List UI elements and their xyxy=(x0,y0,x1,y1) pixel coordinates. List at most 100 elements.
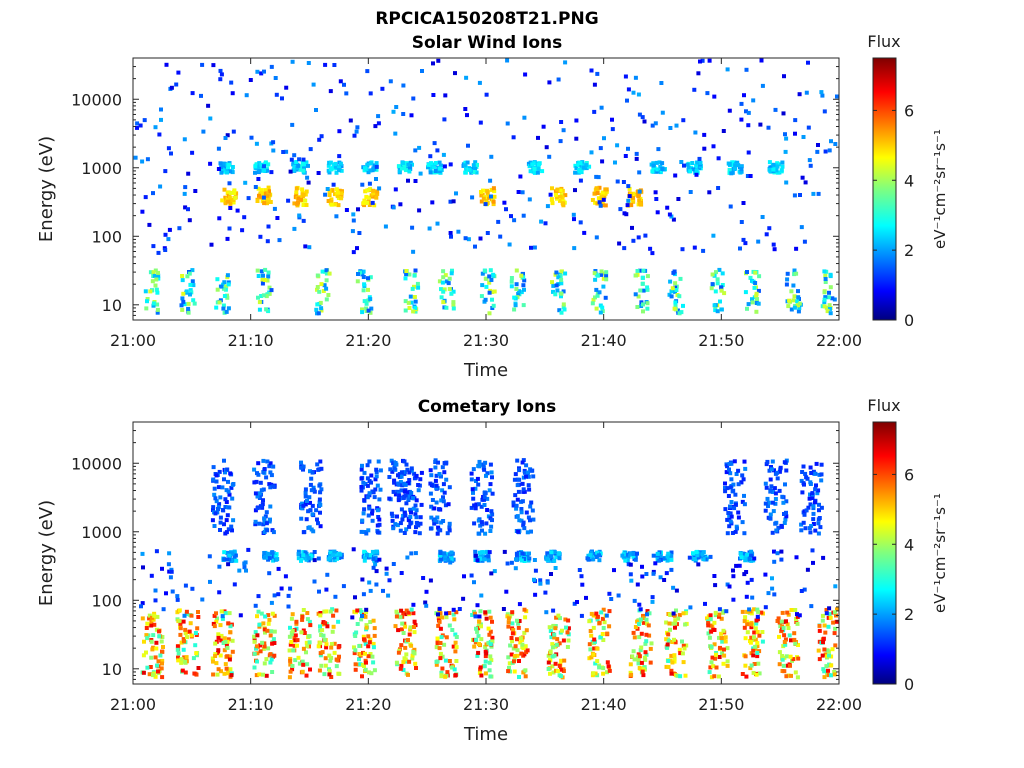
flux-cell xyxy=(400,517,405,522)
flux-cell xyxy=(490,491,495,496)
flux-cell xyxy=(305,499,309,503)
flux-cell xyxy=(363,555,368,560)
flux-cell xyxy=(353,667,358,672)
flux-cell xyxy=(426,165,430,170)
flux-cell xyxy=(627,186,632,191)
flux-cell xyxy=(604,273,609,278)
flux-cell xyxy=(438,611,443,616)
flux-cell xyxy=(831,620,836,625)
flux-cell xyxy=(403,624,408,629)
flux-cell xyxy=(265,528,270,533)
flux-cell xyxy=(771,167,776,172)
panel-title-solar-wind: Solar Wind Ions xyxy=(412,33,563,53)
flux-cell xyxy=(406,497,411,502)
flux-cell xyxy=(194,672,199,677)
flux-cell xyxy=(785,277,790,282)
flux-cell xyxy=(639,300,644,305)
flux-cell xyxy=(441,519,446,523)
flux-cell xyxy=(563,60,568,65)
flux-cell xyxy=(461,596,466,601)
flux-cell xyxy=(323,192,328,197)
flux-cell xyxy=(745,580,750,585)
colorbar-tick-label: 6 xyxy=(904,101,914,120)
flux-cell xyxy=(558,616,562,621)
flux-cell xyxy=(752,607,757,612)
flux-cell xyxy=(335,194,340,199)
flux-cell xyxy=(158,184,163,189)
flux-cell xyxy=(797,92,802,97)
flux-cell xyxy=(261,458,266,463)
flux-cell xyxy=(374,558,379,563)
flux-cell xyxy=(593,200,598,205)
flux-cell xyxy=(478,236,483,241)
flux-cell xyxy=(323,62,328,67)
flux-cell xyxy=(561,128,566,133)
flux-cell xyxy=(677,294,682,299)
flux-cell xyxy=(216,635,221,640)
flux-cell xyxy=(558,139,563,144)
flux-cell xyxy=(284,149,289,154)
flux-cell xyxy=(288,625,292,630)
flux-cell xyxy=(300,614,305,619)
flux-cell xyxy=(475,476,480,481)
flux-cell xyxy=(557,663,562,668)
flux-cell xyxy=(641,613,645,618)
flux-cell xyxy=(734,472,739,476)
flux-cell xyxy=(408,627,413,632)
flux-cell xyxy=(191,298,196,303)
flux-cell xyxy=(451,612,456,617)
flux-cell xyxy=(222,636,227,641)
flux-cell xyxy=(154,627,159,632)
flux-cell xyxy=(252,467,257,472)
flux-cell xyxy=(259,71,264,76)
x-tick-label: 21:20 xyxy=(345,331,391,350)
flux-cell xyxy=(769,465,773,469)
flux-cell xyxy=(638,648,643,653)
flux-cell xyxy=(406,167,411,172)
flux-cell xyxy=(289,157,294,162)
flux-cell xyxy=(786,673,791,678)
flux-cell xyxy=(477,459,482,464)
flux-cell xyxy=(711,144,716,149)
flux-cell xyxy=(521,458,526,463)
flux-cell xyxy=(265,239,270,244)
flux-cell xyxy=(588,553,593,557)
flux-cell xyxy=(186,306,191,311)
flux-cell xyxy=(477,642,481,646)
flux-cell xyxy=(817,508,821,513)
flux-cell xyxy=(364,301,369,306)
cometary-axes: 21:00 21:10 21:20 21:30 21:40 21:50 22:0010100… xyxy=(71,421,862,714)
flux-cell xyxy=(600,159,605,164)
flux-cell xyxy=(707,635,712,640)
flux-cell xyxy=(616,593,621,598)
flux-cell xyxy=(637,170,642,175)
flux-cell xyxy=(811,517,816,522)
flux-cell xyxy=(301,464,306,469)
flux-cell xyxy=(167,551,172,556)
flux-cell xyxy=(270,641,275,646)
flux-cell xyxy=(334,214,339,219)
flux-cell xyxy=(412,651,417,656)
flux-cell xyxy=(261,522,266,527)
flux-cell xyxy=(419,470,424,475)
flux-cell xyxy=(536,135,540,140)
flux-cell xyxy=(256,461,261,466)
flux-cell xyxy=(317,500,322,505)
flux-cell xyxy=(363,482,368,486)
flux-cell xyxy=(430,200,435,205)
flux-cell xyxy=(454,610,459,615)
flux-cell xyxy=(256,609,261,614)
flux-cell xyxy=(274,92,279,97)
flux-cell xyxy=(364,607,369,612)
flux-cell xyxy=(487,550,492,555)
flux-cell xyxy=(771,509,776,514)
flux-cell xyxy=(268,461,273,466)
figure-title: RPCICA150208T21.PNG xyxy=(375,9,598,29)
flux-cell xyxy=(229,673,234,678)
flux-cell xyxy=(688,605,693,610)
flux-cell xyxy=(486,640,491,645)
flux-cell xyxy=(355,246,359,251)
flux-cell xyxy=(454,645,459,650)
flux-cell xyxy=(808,492,812,497)
flux-cell xyxy=(254,644,259,649)
